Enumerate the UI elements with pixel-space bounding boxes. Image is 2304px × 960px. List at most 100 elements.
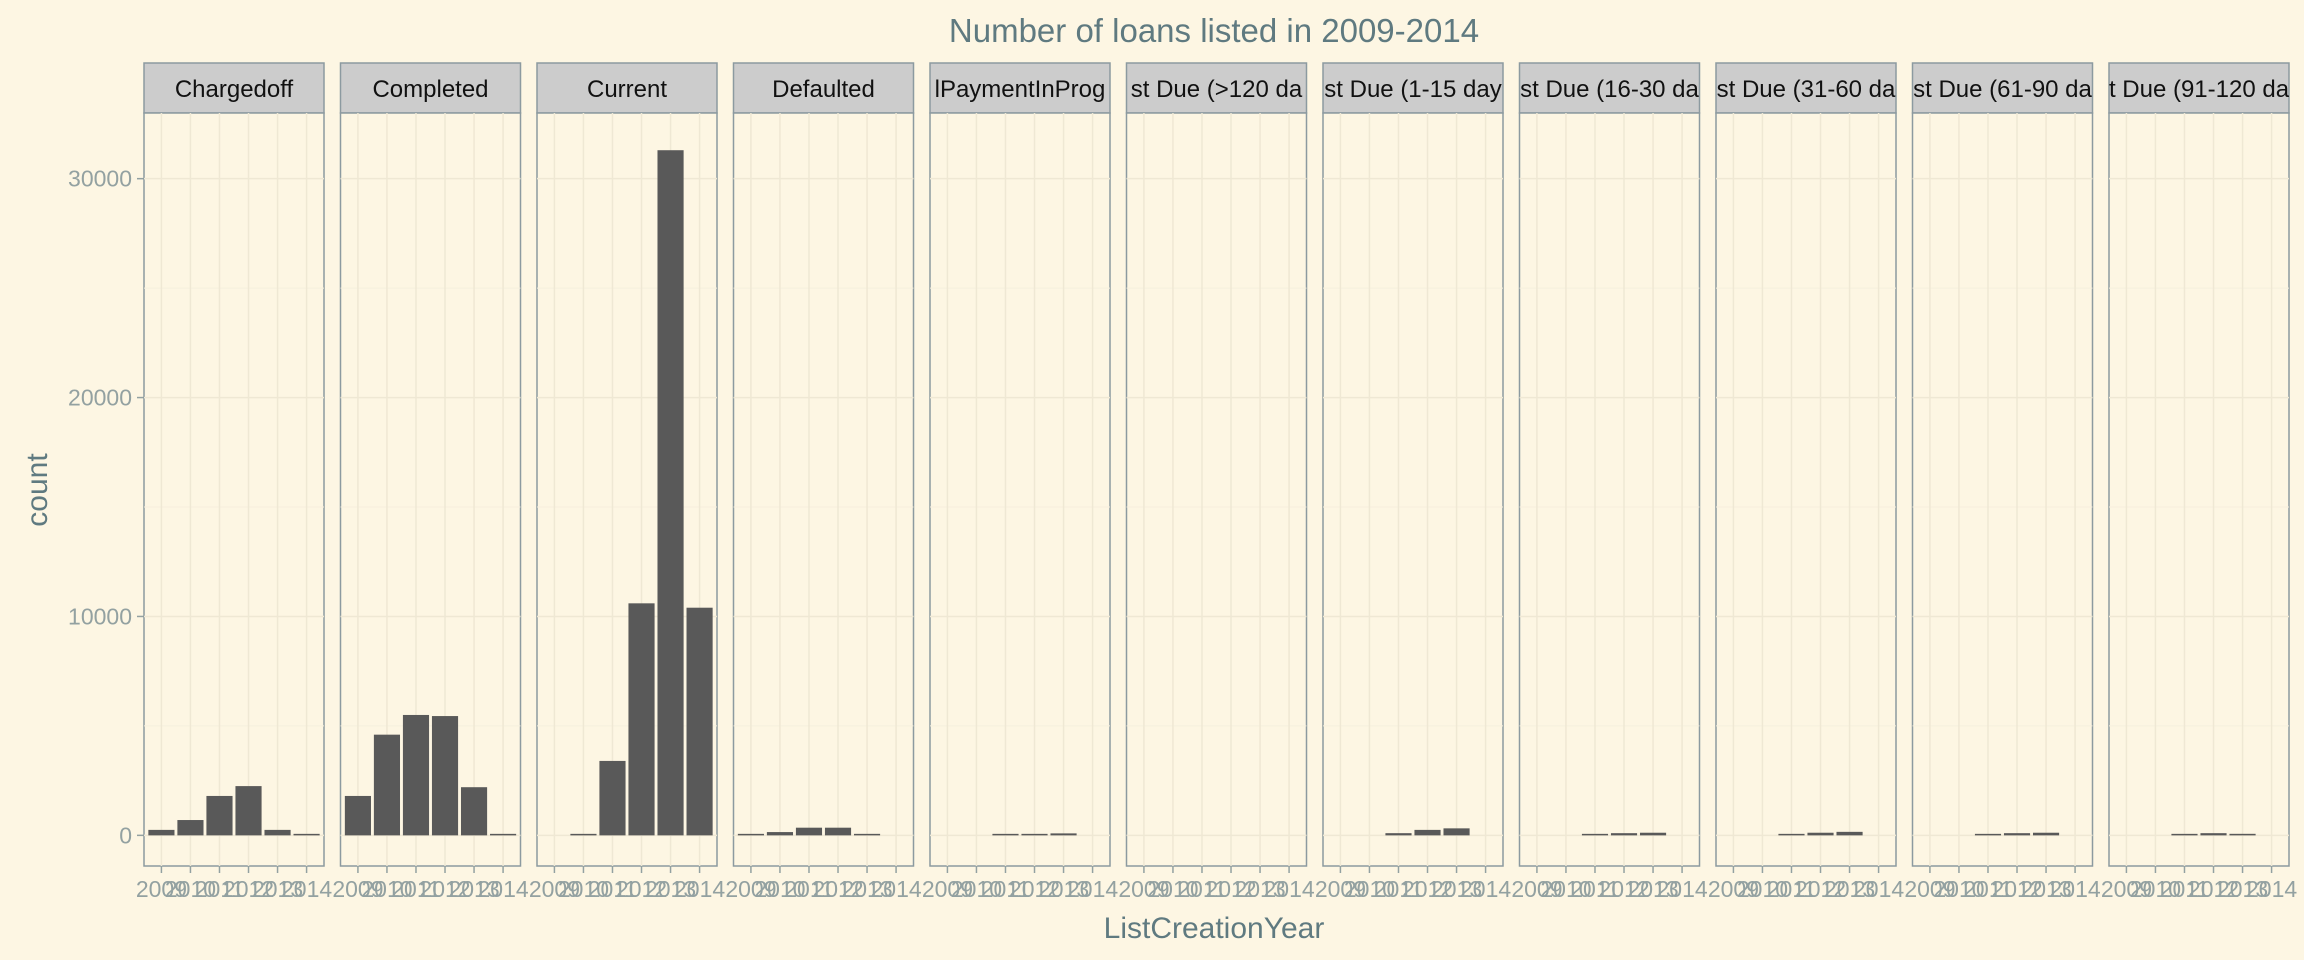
facet-strip	[732, 62, 915, 114]
facet-plot-area	[1125, 112, 1308, 867]
bar	[490, 833, 517, 836]
facet-strip	[1715, 62, 1897, 114]
x-tick-label: 2012	[812, 876, 863, 902]
x-tick-label: 2012	[1598, 876, 1649, 902]
bar	[737, 833, 764, 836]
bar	[1443, 828, 1470, 836]
facet-strip-label: Chargedoff	[175, 76, 294, 103]
bar	[628, 603, 655, 836]
x-tick-label: 2014	[2246, 876, 2297, 902]
facet-strip	[929, 62, 1111, 114]
facet-strip-label: lPaymentInProg	[935, 76, 1106, 103]
facet-plot-area	[732, 112, 915, 867]
facet-strip-label: Current	[587, 76, 667, 103]
bar	[1639, 832, 1667, 836]
x-tick-label: 2011	[2160, 876, 2209, 902]
bar	[1050, 833, 1077, 836]
bar	[2032, 832, 2060, 836]
bar	[853, 833, 881, 836]
facet-strip	[1911, 62, 2094, 114]
x-tick-label: 2009	[1904, 876, 1955, 902]
x-tick-label: 2012	[223, 876, 274, 902]
bar	[2229, 833, 2256, 836]
x-tick-label: 2011	[391, 876, 440, 902]
bar	[570, 833, 597, 836]
bar	[657, 150, 684, 836]
bar	[177, 820, 204, 836]
x-tick-label: 2014	[1460, 876, 1511, 902]
bar	[2200, 833, 2227, 836]
facet-strip	[339, 62, 522, 114]
bar	[344, 795, 371, 836]
facet-strip-label: st Due (61-90 da	[1913, 76, 2092, 103]
facet-plot-area	[929, 112, 1111, 867]
bar	[264, 829, 291, 836]
bar	[795, 827, 823, 836]
x-tick-label: 2012	[616, 876, 667, 902]
x-tick-label: 2013	[841, 876, 892, 902]
x-tick-label: 2011	[1374, 876, 1423, 902]
bar	[235, 786, 262, 836]
x-tick-label: 2013	[1234, 876, 1285, 902]
x-tick-label: 2010	[1540, 876, 1591, 902]
bar	[431, 716, 459, 836]
bar	[1581, 833, 1609, 836]
x-tick-label: 2009	[2101, 876, 2152, 902]
facet-strip-label: st Due (16-30 da	[1520, 76, 1699, 103]
facet-strip-label: Defaulted	[772, 76, 875, 103]
x-tick-label: 2014	[281, 876, 332, 902]
facet-plot-area	[143, 112, 325, 867]
x-tick-label: 2013	[448, 876, 499, 902]
bar	[824, 827, 852, 836]
x-tick-label: 2011	[981, 876, 1030, 902]
bar	[373, 734, 401, 836]
bar	[599, 760, 626, 836]
y-axis-title: count	[21, 453, 54, 527]
y-tick-label: 30000	[68, 166, 132, 192]
facet-strip	[1125, 62, 1308, 114]
x-axis-title: ListCreationYear	[1104, 912, 1325, 945]
facet-plot-area	[339, 112, 522, 867]
x-tick-label: 2009	[136, 876, 187, 902]
x-tick-label: 2013	[2020, 876, 2071, 902]
x-tick-label: 2013	[645, 876, 696, 902]
x-tick-label: 2013	[2217, 876, 2268, 902]
x-tick-label: 2014	[1067, 876, 1118, 902]
x-tick-label: 2010	[951, 876, 1002, 902]
y-tick-label: 0	[119, 822, 132, 848]
x-tick-label: 2012	[1795, 876, 1846, 902]
x-tick-label: 2009	[1315, 876, 1366, 902]
bar	[2171, 833, 2198, 836]
facet-strip	[2108, 62, 2290, 114]
y-axis: 0 10000 20000 30000	[68, 166, 144, 848]
x-tick-label: 2009	[1118, 876, 1169, 902]
x-tick-label: 2012	[1009, 876, 1060, 902]
x-tick-label: 2011	[588, 876, 637, 902]
bar	[686, 607, 713, 836]
x-tick-label: 2012	[1402, 876, 1453, 902]
x-tick-label: 2010	[361, 876, 412, 902]
x-tick-label: 2012	[1991, 876, 2042, 902]
x-tick-label: 2013	[1431, 876, 1482, 902]
facet-strip-label: t Due (91-120 da	[2109, 76, 2290, 103]
bar	[402, 714, 430, 836]
x-tick-label: 2013	[1038, 876, 1089, 902]
x-tick-label: 2010	[1737, 876, 1788, 902]
x-tick-label: 2012	[419, 876, 470, 902]
x-tick-label: 2009	[725, 876, 776, 902]
facet-strip-label: st Due (>120 da	[1131, 76, 1303, 103]
x-tick-label: 2010	[2130, 876, 2181, 902]
bar	[1021, 833, 1048, 836]
x-tick-label: 2009	[1511, 876, 1562, 902]
facet-strip	[1322, 62, 1504, 114]
x-tick-label: 2009	[1708, 876, 1759, 902]
bar	[1974, 833, 2002, 836]
